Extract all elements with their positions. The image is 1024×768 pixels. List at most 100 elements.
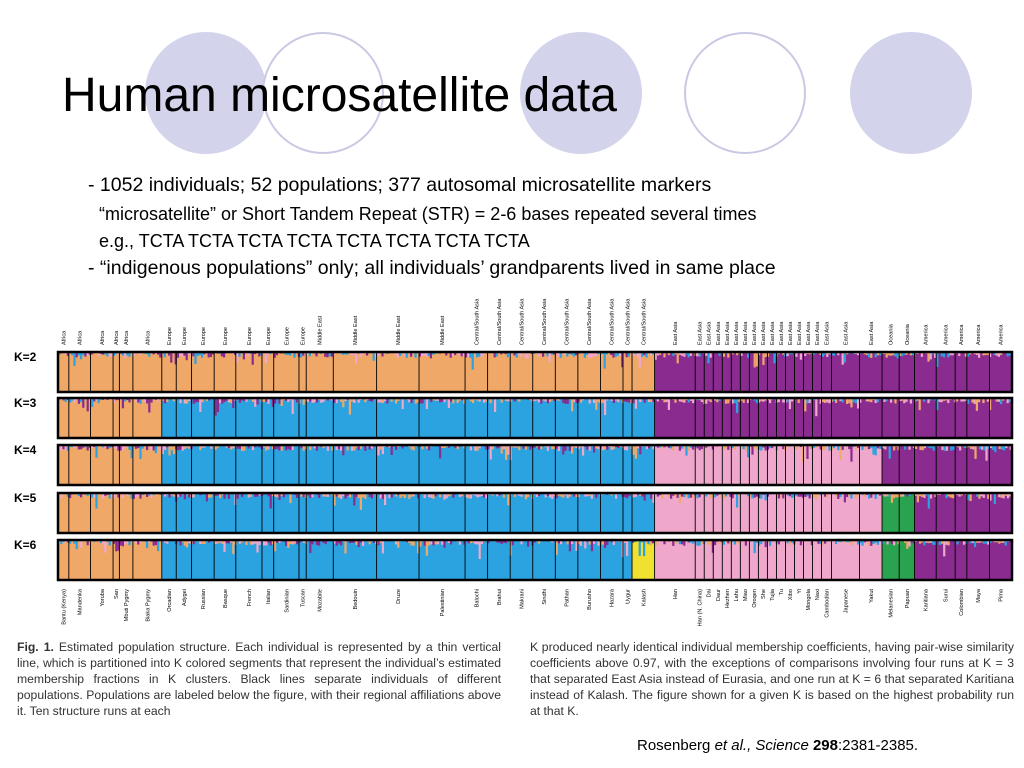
admixture-noise [832,445,835,449]
admixture-noise [632,352,635,356]
admixture-noise [797,398,800,404]
population-label: French [247,589,253,606]
admixture-noise [568,540,571,552]
admixture-noise [110,493,113,497]
admixture-noise [727,352,730,358]
admixture-noise [357,398,360,403]
admixture-noise [353,493,356,506]
admixture-noise [886,540,889,545]
admixture-noise [815,398,818,417]
admixture-noise [236,493,239,499]
admixture-noise [841,398,844,403]
admixture-noise [104,493,107,496]
region-label: East Asia [869,321,875,345]
admixture-noise [429,352,432,359]
admixture-noise [412,445,415,451]
admixture-noise [227,540,230,544]
population-label: Bantu (Kenya) [61,589,67,625]
population-label: Hezhen [725,589,731,608]
admixture-noise [390,398,393,402]
region-label: Central/South Asia [641,298,647,345]
admixture-noise [895,493,898,498]
admixture-noise [687,398,690,403]
admixture-noise [861,445,864,451]
admixture-noise [476,493,479,498]
admixture-noise [177,493,180,497]
admixture-noise [284,398,288,401]
admixture-noise [159,352,162,358]
admixture-noise [82,398,85,408]
admixture-noise [196,352,199,357]
admixture-noise [909,398,912,404]
admixture-noise [139,398,142,404]
admixture-noise [258,352,261,357]
admixture-noise [132,493,135,499]
admixture-noise [449,398,453,402]
admixture-noise [540,445,543,450]
cluster-segment [882,445,1012,485]
admixture-noise [773,352,776,364]
admixture-noise [397,540,400,548]
admixture-noise [823,445,827,450]
population-label: Russian [201,589,207,609]
region-label: Europe [247,327,253,345]
admixture-noise [962,540,966,545]
admixture-noise [493,352,496,358]
admixture-noise [258,540,261,545]
admixture-noise [667,398,670,410]
admixture-noise [313,445,316,449]
admixture-noise [709,398,712,403]
admixture-noise [121,445,124,451]
admixture-noise [760,493,763,499]
admixture-noise [742,398,745,403]
admixture-noise [401,398,404,410]
admixture-noise [597,445,600,450]
admixture-noise [66,352,69,356]
admixture-noise [601,445,604,451]
admixture-noise [729,540,732,545]
admixture-noise [203,540,206,544]
admixture-noise [986,398,989,402]
admixture-noise [586,445,589,450]
admixture-noise [998,493,1001,498]
admixture-noise [418,352,421,357]
admixture-noise [317,493,321,498]
admixture-noise [884,445,887,450]
admixture-noise [777,493,780,499]
admixture-noise [906,493,909,497]
admixture-noise [584,493,587,497]
admixture-noise [817,540,820,544]
admixture-noise [399,493,402,499]
admixture-noise [436,540,439,545]
admixture-noise [705,493,708,497]
admixture-noise [638,540,641,556]
admixture-noise [680,445,684,449]
admixture-noise [951,493,955,499]
admixture-noise [454,352,457,356]
admixture-noise [573,398,576,403]
admixture-noise [188,398,191,402]
admixture-noise [344,493,347,499]
admixture-noise [940,398,943,403]
admixture-noise [333,398,336,403]
region-label: East Asia [673,321,679,345]
admixture-noise [889,398,893,403]
admixture-noise [95,493,98,509]
admixture-noise [900,398,904,401]
admixture-noise [652,398,655,402]
admixture-noise [403,493,406,499]
admixture-noise [885,352,888,358]
admixture-noise [562,398,565,403]
admixture-noise [724,493,728,497]
admixture-noise [938,398,941,402]
admixture-noise [183,352,186,356]
admixture-noise [198,352,201,356]
admixture-noise [390,493,393,498]
admixture-noise [987,540,990,545]
admixture-noise [691,540,695,544]
admixture-noise [1002,398,1005,401]
admixture-noise [630,445,633,450]
admixture-noise [751,493,754,499]
admixture-noise [322,445,325,449]
admixture-noise [557,398,560,401]
